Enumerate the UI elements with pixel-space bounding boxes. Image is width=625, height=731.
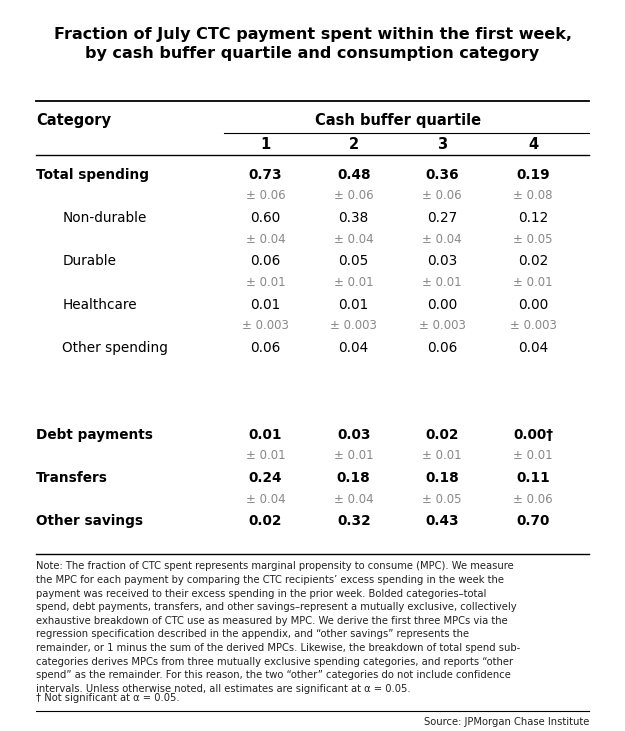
Text: 0.06: 0.06 xyxy=(250,341,281,355)
Text: 0.01: 0.01 xyxy=(249,428,282,442)
Text: 0.02: 0.02 xyxy=(518,254,548,268)
Text: Source: JPMorgan Chase Institute: Source: JPMorgan Chase Institute xyxy=(424,716,589,727)
Text: ± 0.01: ± 0.01 xyxy=(513,276,553,289)
Text: ± 0.06: ± 0.06 xyxy=(334,189,374,202)
Text: † Not significant at α = 0.05.: † Not significant at α = 0.05. xyxy=(36,693,179,702)
Text: 0.12: 0.12 xyxy=(518,211,548,225)
Text: 4: 4 xyxy=(528,137,538,152)
Text: Fraction of July CTC payment spent within the first week,
by cash buffer quartil: Fraction of July CTC payment spent withi… xyxy=(54,26,571,61)
Text: Debt payments: Debt payments xyxy=(36,428,152,442)
Text: 0.05: 0.05 xyxy=(339,254,369,268)
Text: ± 0.04: ± 0.04 xyxy=(334,493,374,506)
Text: 0.48: 0.48 xyxy=(337,167,371,181)
Text: 0.00: 0.00 xyxy=(427,298,457,311)
Text: ± 0.04: ± 0.04 xyxy=(422,232,462,246)
Text: ± 0.04: ± 0.04 xyxy=(246,232,285,246)
Text: 0.70: 0.70 xyxy=(516,515,550,529)
Text: ± 0.08: ± 0.08 xyxy=(514,189,553,202)
Text: 0.18: 0.18 xyxy=(425,471,459,485)
Text: 0.19: 0.19 xyxy=(516,167,550,181)
Text: 0.06: 0.06 xyxy=(427,341,457,355)
Text: ± 0.05: ± 0.05 xyxy=(422,493,462,506)
Text: ± 0.01: ± 0.01 xyxy=(246,276,285,289)
Text: Category: Category xyxy=(36,113,111,129)
Text: Note: The fraction of CTC spent represents marginal propensity to consume (MPC).: Note: The fraction of CTC spent represen… xyxy=(36,561,520,694)
Text: 0.00†: 0.00† xyxy=(513,428,553,442)
Text: ± 0.01: ± 0.01 xyxy=(422,450,462,462)
Text: 1: 1 xyxy=(260,137,271,152)
Text: Cash buffer quartile: Cash buffer quartile xyxy=(315,113,481,129)
Text: Transfers: Transfers xyxy=(36,471,108,485)
Text: 0.06: 0.06 xyxy=(250,254,281,268)
Text: 0.03: 0.03 xyxy=(337,428,371,442)
Text: ± 0.04: ± 0.04 xyxy=(246,493,285,506)
Text: ± 0.06: ± 0.06 xyxy=(422,189,462,202)
Text: 0.02: 0.02 xyxy=(425,428,459,442)
Text: ± 0.05: ± 0.05 xyxy=(514,232,553,246)
Text: 0.60: 0.60 xyxy=(250,211,281,225)
Text: ± 0.01: ± 0.01 xyxy=(334,276,374,289)
Text: 0.18: 0.18 xyxy=(337,471,371,485)
Text: 0.38: 0.38 xyxy=(339,211,369,225)
Text: ± 0.003: ± 0.003 xyxy=(510,319,557,333)
Text: ± 0.06: ± 0.06 xyxy=(246,189,285,202)
Text: ± 0.003: ± 0.003 xyxy=(419,319,466,333)
Text: 0.36: 0.36 xyxy=(425,167,459,181)
Text: Other savings: Other savings xyxy=(36,515,143,529)
Text: Non-durable: Non-durable xyxy=(62,211,147,225)
Text: 2: 2 xyxy=(349,137,359,152)
Text: 0.43: 0.43 xyxy=(425,515,459,529)
Text: 0.02: 0.02 xyxy=(249,515,282,529)
Text: ± 0.04: ± 0.04 xyxy=(334,232,374,246)
Text: 0.04: 0.04 xyxy=(339,341,369,355)
Text: ± 0.003: ± 0.003 xyxy=(242,319,289,333)
Text: 0.03: 0.03 xyxy=(427,254,457,268)
Text: ± 0.01: ± 0.01 xyxy=(246,450,285,462)
Text: 0.73: 0.73 xyxy=(249,167,282,181)
Text: 0.27: 0.27 xyxy=(427,211,457,225)
Text: 0.00: 0.00 xyxy=(518,298,548,311)
Text: 0.01: 0.01 xyxy=(339,298,369,311)
Text: Other spending: Other spending xyxy=(62,341,168,355)
Text: ± 0.01: ± 0.01 xyxy=(422,276,462,289)
Text: ± 0.003: ± 0.003 xyxy=(330,319,377,333)
Text: 0.32: 0.32 xyxy=(337,515,371,529)
Text: 0.11: 0.11 xyxy=(516,471,550,485)
Text: ± 0.01: ± 0.01 xyxy=(334,450,374,462)
Text: 3: 3 xyxy=(437,137,447,152)
Text: 0.04: 0.04 xyxy=(518,341,548,355)
Text: Healthcare: Healthcare xyxy=(62,298,137,311)
Text: 0.24: 0.24 xyxy=(249,471,282,485)
Text: Total spending: Total spending xyxy=(36,167,149,181)
Text: 0.01: 0.01 xyxy=(250,298,281,311)
Text: ± 0.01: ± 0.01 xyxy=(513,450,553,462)
Text: Durable: Durable xyxy=(62,254,116,268)
Text: ± 0.06: ± 0.06 xyxy=(513,493,553,506)
